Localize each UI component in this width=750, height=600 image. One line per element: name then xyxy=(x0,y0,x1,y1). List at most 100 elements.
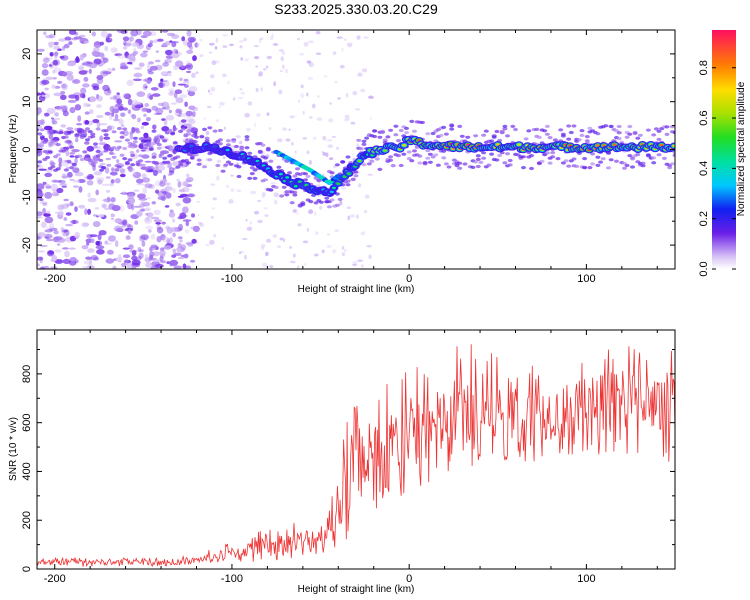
spectrogram-band-cell xyxy=(587,126,593,130)
spectrogram-noise-cell xyxy=(74,157,78,164)
spectrogram-noise-cell xyxy=(165,49,173,56)
spectrogram-noise-cell xyxy=(64,36,72,41)
spectrogram-band-cell xyxy=(53,130,59,134)
spectrogram-band-cell xyxy=(494,129,500,134)
spectrogram-band-cell xyxy=(55,167,61,171)
spectrogram-noise-cell xyxy=(38,192,44,197)
spectrogram-noise-cell xyxy=(96,75,104,80)
spectrogram-noise-cell xyxy=(157,102,164,106)
spectrogram-noise-cell xyxy=(111,167,115,172)
spectrogram-noise-cell xyxy=(137,193,146,199)
spectrogram-band-cell xyxy=(167,145,173,149)
spectrogram-noise-cell xyxy=(162,42,167,47)
spectrogram-band-cell xyxy=(425,149,431,153)
spectrogram-noise-cell xyxy=(38,168,47,171)
spectrogram-noise-cell xyxy=(91,238,95,244)
spectrogram-noise-cell xyxy=(149,65,158,71)
spectrogram-band-cell xyxy=(377,167,383,171)
spectrogram-noise-cell xyxy=(114,94,121,100)
spectrogram-noise-cell xyxy=(366,244,372,248)
spectrogram-noise-cell xyxy=(339,200,343,206)
spectrogram-noise-cell xyxy=(127,98,133,106)
spectrogram-band-cell xyxy=(130,163,136,167)
spectrogram-noise-cell xyxy=(137,117,141,123)
spectrogram-band-cell xyxy=(82,129,88,133)
spectrogram-noise-cell xyxy=(184,229,190,234)
spectrogram-noise-cell xyxy=(134,220,139,225)
spectrogram-noise-cell xyxy=(57,80,63,84)
spectrogram-band-cell xyxy=(427,152,433,156)
spectrogram-noise-cell xyxy=(175,60,184,67)
spectrogram-noise-cell xyxy=(131,255,138,261)
spectrogram-noise-cell xyxy=(327,233,330,236)
spectrogram-band-cell xyxy=(204,136,210,140)
spectrogram-noise-cell xyxy=(352,263,357,266)
spectrogram-noise-cell xyxy=(257,199,262,203)
spectrogram-noise-cell xyxy=(209,92,213,95)
spectrogram-noise-cell xyxy=(315,231,319,236)
spectrogram-noise-cell xyxy=(358,183,362,188)
spectrogram-noise-cell xyxy=(53,45,61,50)
spectrogram-noise-cell xyxy=(271,33,274,38)
spectrogram-noise-cell xyxy=(43,31,47,36)
spectrogram-band-cell xyxy=(106,163,112,167)
spectrogram-noise-cell xyxy=(152,39,159,43)
spectrogram-band-cell xyxy=(552,138,558,142)
spectrogram-noise-cell xyxy=(81,266,91,269)
spectrogram-noise-cell xyxy=(228,199,234,204)
spectrogram-noise-cell xyxy=(149,95,154,100)
spectrogram-noise-cell xyxy=(236,189,242,192)
spectrogram-noise-cell xyxy=(131,250,137,256)
spectrogram-noise-cell xyxy=(50,183,58,191)
spectrogram-noise-cell xyxy=(122,219,128,226)
spectrogram-noise-cell xyxy=(60,91,66,95)
spectrogram-noise-cell xyxy=(186,30,192,37)
spectrogram-band-cell xyxy=(244,138,250,142)
spectrogram-band-cell xyxy=(396,139,401,143)
spectrogram-band-cell xyxy=(194,153,199,157)
spectrogram-band-cell xyxy=(119,135,125,139)
spectrogram-noise-cell xyxy=(134,104,144,108)
spectrogram-ridge-cell xyxy=(357,159,362,163)
colorbar-tick-label: 0.4 xyxy=(698,161,710,176)
spectrogram-band-cell xyxy=(122,127,128,131)
spectrogram-noise-cell xyxy=(183,253,189,259)
spectrogram-noise-cell xyxy=(297,265,300,269)
spectrogram-band-cell xyxy=(279,194,285,198)
spectrogram-band-cell xyxy=(186,161,191,165)
spectrogram-noise-cell xyxy=(52,59,60,66)
spectrogram-band-cell xyxy=(412,129,417,133)
spectrogram-noise-cell xyxy=(60,227,64,232)
spectrogram-band-cell xyxy=(334,192,340,196)
spectrogram-noise-cell xyxy=(176,178,180,182)
spectrogram-noise-cell xyxy=(281,51,286,55)
spectrogram-noise-cell xyxy=(240,57,244,61)
spectrogram-band-cell xyxy=(202,127,207,131)
spectrogram-noise-cell xyxy=(180,119,187,123)
spectrogram-noise-cell xyxy=(37,256,44,261)
spectrogram-noise-cell xyxy=(361,68,368,73)
spectrogram-noise-cell xyxy=(87,208,92,215)
spectrogram-band-cell xyxy=(502,127,508,131)
spectrogram-band-cell xyxy=(390,164,396,168)
spectrogram-noise-cell xyxy=(266,65,269,69)
spectrogram-noise-cell xyxy=(127,167,135,172)
spectrogram-noise-cell xyxy=(179,212,187,219)
spectrogram-band-cell xyxy=(135,130,141,134)
spectrogram-noise-cell xyxy=(329,102,332,105)
spectrogram-ridge-cell xyxy=(225,148,230,152)
spectrogram-noise-cell xyxy=(239,88,243,91)
spectrogram-band-cell xyxy=(632,131,638,135)
spectrogram-band-cell xyxy=(37,144,43,148)
spectrogram-noise-cell xyxy=(306,92,309,97)
spectrogram-noise-cell xyxy=(167,70,172,74)
spectrogram-noise-cell xyxy=(51,254,58,262)
spectrogram-noise-cell xyxy=(85,256,92,260)
spectrogram-noise-cell xyxy=(190,226,197,230)
spectrogram-noise-cell xyxy=(47,250,54,255)
spectrogram-noise-cell xyxy=(341,252,345,257)
spectrogram-noise-cell xyxy=(303,41,309,47)
spectrogram-noise-cell xyxy=(306,227,310,232)
spectrogram-band-cell xyxy=(257,150,263,154)
spectrogram-noise-cell xyxy=(56,187,64,194)
